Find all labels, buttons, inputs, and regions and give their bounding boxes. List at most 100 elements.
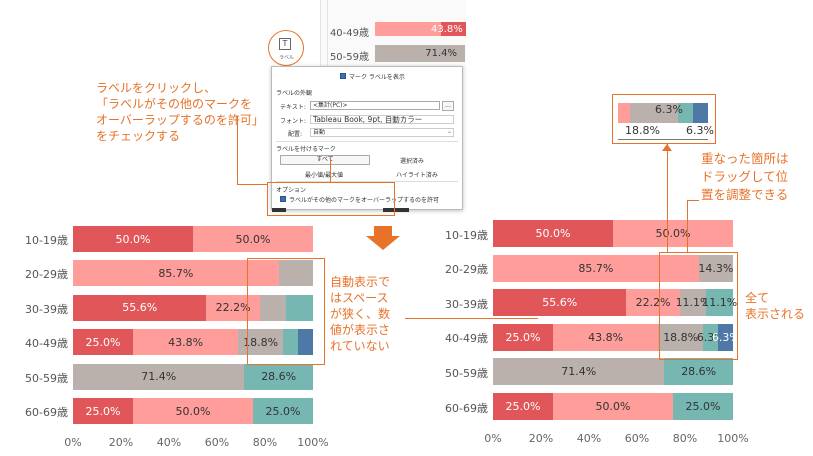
bar-segment[interactable]: 11.1% — [676, 289, 711, 317]
bar-segment[interactable]: 18.8% — [658, 323, 704, 351]
bar-segment[interactable]: 55.6% — [73, 294, 207, 321]
bar-segment[interactable]: 6.3% — [712, 323, 740, 351]
callout-line — [330, 158, 331, 183]
bar-segment[interactable]: 85.7% — [73, 260, 279, 287]
data-label: 25.0% — [505, 400, 541, 413]
bar-segment[interactable]: 25.0% — [73, 329, 133, 356]
chart-after: 10-19歳 50.0% 50.0% 20-29歳 85.7% 14.3% 30-39歳 55… — [420, 214, 760, 456]
data-label: 14.3% — [698, 261, 734, 275]
text-edit-button[interactable]: ... — [442, 101, 454, 111]
callout-line — [237, 116, 238, 184]
bar-segment[interactable]: 43.8% — [133, 329, 239, 356]
allow-overlap-text: ラベルがその他のマークをオーバーラップするのを許可 — [289, 197, 439, 204]
bar-segment[interactable]: 28.6% — [664, 358, 733, 386]
category-label: 60-69歳 — [25, 406, 68, 419]
bar-segment[interactable]: 71.4% — [493, 358, 665, 386]
category-label: 20-29歳 — [25, 268, 68, 282]
text-label-icon: T — [279, 38, 291, 50]
bar-segment[interactable]: 11.1% — [702, 289, 737, 317]
bar-segment[interactable]: 25.0% — [73, 398, 133, 424]
options-highlight-box — [267, 182, 395, 216]
bar-segment[interactable] — [278, 260, 313, 287]
callout-line — [405, 318, 538, 319]
bar-segment[interactable]: 50.0% — [553, 393, 673, 420]
selected-marks-option[interactable]: 選択済み — [400, 158, 425, 165]
all-shown-annotation: 全て 表示される — [745, 290, 813, 322]
all-marks-option[interactable]: すべて — [280, 155, 370, 165]
annotation-line: 置を調整できる — [701, 187, 789, 202]
divider — [276, 181, 458, 182]
bar-segment[interactable]: 25.0% — [493, 393, 553, 420]
data-label: 22.2% — [635, 296, 671, 310]
data-label: 18.8% — [243, 335, 279, 349]
category-label: 60-69歳 — [445, 401, 488, 415]
data-label: 22.2% — [215, 301, 251, 315]
bar-segment[interactable]: 28.6% — [244, 363, 313, 390]
data-label: 50.0% — [175, 404, 211, 418]
x-tick-label: 40% — [576, 432, 602, 445]
category-label: 20-29歳 — [445, 263, 488, 277]
highlight-circle — [268, 30, 304, 66]
annotation-line: 表示される — [745, 307, 806, 321]
dark-tab — [272, 208, 286, 212]
label-button[interactable]: T ラベル — [268, 30, 304, 66]
bar-segment[interactable]: 71.4% — [375, 45, 465, 62]
bar-segment[interactable]: 50.0% — [613, 220, 733, 247]
x-tick-label: 100% — [297, 436, 329, 449]
bar-segment[interactable]: 22.2% — [626, 289, 680, 317]
data-label: 50.0% — [235, 232, 271, 246]
data-label: 25.0% — [685, 400, 721, 413]
highlight-marks-option[interactable]: ハイライト済み — [396, 172, 438, 179]
bar-segment[interactable]: 22.2% — [206, 294, 260, 321]
data-label: 6.3% — [696, 330, 725, 344]
bar-segment[interactable]: 50.0% — [493, 220, 613, 247]
divider — [327, 0, 328, 70]
data-label: 50.0% — [595, 400, 631, 413]
category-label: 10-19歳 — [445, 228, 488, 242]
font-select[interactable]: Tableau Book, 9pt, 自動カラー — [310, 115, 454, 124]
zoom-sample: 6.3% — [618, 103, 708, 123]
bar-segment[interactable]: 6.3% — [697, 323, 725, 351]
data-label: 50.0% — [115, 232, 151, 246]
callout-line — [237, 184, 268, 185]
align-select[interactable]: 自動 — [310, 128, 454, 137]
annotation-line: 全て — [745, 291, 770, 305]
data-label: 11.1% — [675, 296, 711, 310]
bar-segment[interactable]: 25.0% — [673, 393, 733, 420]
x-tick-label: 60% — [624, 432, 650, 445]
bar-segment[interactable] — [286, 294, 313, 321]
allow-overlap-checkbox[interactable] — [280, 196, 286, 202]
callout-line — [687, 200, 688, 252]
data-label: 6.3% — [711, 330, 740, 344]
x-tick-label: 40% — [156, 436, 182, 449]
bar-segment[interactable]: 50.0% — [73, 226, 193, 252]
bar-segment[interactable]: 25.0% — [493, 323, 553, 351]
bar-segment[interactable]: 18.8% — [238, 329, 284, 356]
bar-segment[interactable]: 50.0% — [193, 226, 313, 252]
x-tick-label: 0% — [64, 436, 82, 449]
bar-segment[interactable]: 50.0% — [133, 398, 253, 424]
bar-segment[interactable]: 43.8% — [553, 323, 659, 351]
text-input[interactable]: <集計(PC)> — [310, 101, 440, 110]
bar-segment[interactable]: 85.7% — [493, 254, 699, 282]
bar-segment[interactable]: 14.3% — [698, 254, 734, 282]
data-label: 43.8% — [168, 335, 204, 349]
bar-segment[interactable]: 71.4% — [73, 363, 245, 390]
minmax-marks-option[interactable]: 最小値/最大値 — [305, 172, 344, 179]
bar-segment[interactable] — [298, 329, 314, 356]
font-label: フォント: — [280, 118, 307, 125]
data-label: 50.0% — [535, 227, 571, 240]
show-marks-label-checkbox[interactable] — [340, 73, 346, 79]
annotation-line: 重なった箇所は — [701, 151, 789, 166]
x-tick-label: 0% — [484, 432, 502, 445]
bar-segment[interactable] — [441, 22, 466, 36]
bar-value: 71.4% — [425, 48, 457, 59]
bar-segment[interactable]: 55.6% — [493, 289, 627, 317]
data-label: 25.0% — [505, 330, 541, 344]
data-label: 11.1% — [702, 296, 738, 310]
chevron-down-icon: ⌄ — [447, 128, 453, 135]
bar-segment[interactable] — [283, 329, 299, 356]
bar-segment[interactable]: 25.0% — [253, 398, 313, 424]
zoom-value: 6.3% — [655, 103, 683, 116]
bar-segment[interactable] — [259, 294, 287, 321]
